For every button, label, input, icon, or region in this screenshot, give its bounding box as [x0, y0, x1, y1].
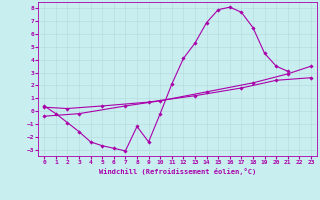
X-axis label: Windchill (Refroidissement éolien,°C): Windchill (Refroidissement éolien,°C)	[99, 168, 256, 175]
